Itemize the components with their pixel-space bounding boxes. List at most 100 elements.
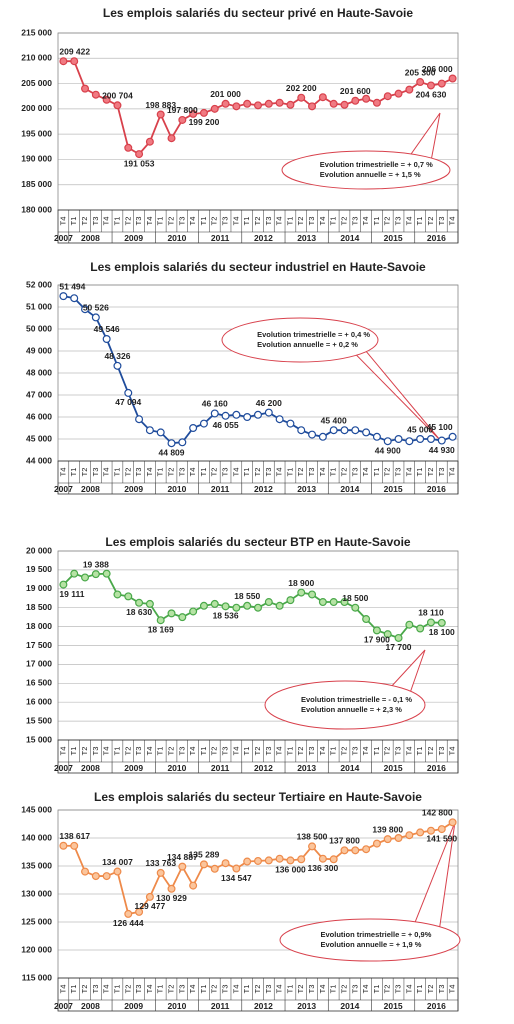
x-tick-label: T3 — [307, 217, 316, 226]
data-point — [405, 620, 414, 629]
x-tick-label: T4 — [145, 747, 154, 756]
data-label: 44 900 — [375, 445, 401, 455]
x-group-label: 2010 — [167, 1001, 186, 1011]
data-point — [189, 424, 198, 433]
data-label: 18 500 — [342, 593, 368, 603]
data-point — [232, 102, 241, 111]
y-tick-label: 190 000 — [21, 154, 52, 164]
x-group-label: 2007 — [54, 233, 73, 243]
x-group-label: 2016 — [427, 484, 446, 494]
x-tick-label: T2 — [253, 985, 262, 994]
x-tick-label: T3 — [177, 985, 186, 994]
x-tick-label: T2 — [253, 217, 262, 226]
x-group-label: 2007 — [54, 763, 73, 773]
x-tick-label: T2 — [123, 985, 132, 994]
data-point — [91, 570, 100, 579]
x-tick-label: T3 — [177, 217, 186, 226]
x-tick-label: T1 — [329, 747, 338, 756]
x-group-label: 2008 — [81, 233, 100, 243]
data-point — [275, 601, 284, 610]
x-tick-label: T4 — [275, 985, 284, 994]
data-point — [437, 618, 446, 627]
x-tick-label: T2 — [296, 747, 305, 756]
data-point — [124, 592, 133, 601]
data-label: 19 388 — [83, 559, 109, 569]
x-tick-label: T4 — [448, 217, 457, 226]
x-group-label: 2008 — [81, 484, 100, 494]
x-tick-label: T2 — [339, 468, 348, 477]
data-label: 47 094 — [115, 397, 141, 407]
x-tick-label: T1 — [372, 985, 381, 994]
data-point — [275, 854, 284, 863]
x-tick-label: T3 — [350, 747, 359, 756]
x-group-label: 2016 — [427, 233, 446, 243]
data-label: 135 289 — [189, 850, 220, 860]
x-tick-label: T2 — [80, 217, 89, 226]
data-point — [254, 410, 263, 419]
y-tick-label: 195 000 — [21, 128, 52, 138]
y-tick-label: 125 000 — [21, 916, 52, 926]
x-tick-label: T1 — [69, 217, 78, 226]
x-tick-label: T1 — [69, 985, 78, 994]
data-point — [124, 143, 133, 152]
data-point — [329, 99, 338, 108]
data-point — [178, 613, 187, 622]
x-tick-label: T2 — [210, 217, 219, 226]
x-tick-label: T2 — [123, 468, 132, 477]
data-point — [448, 818, 457, 827]
x-tick-label: T1 — [415, 468, 424, 477]
data-label: 130 929 — [156, 893, 187, 903]
y-tick-label: 16 500 — [26, 678, 52, 688]
data-point — [340, 598, 349, 607]
x-tick-label: T4 — [361, 468, 370, 477]
x-group-label: 2013 — [297, 1001, 316, 1011]
data-label: 18 169 — [148, 624, 174, 634]
annotation: Evolution trimestrielle = + 0,9% — [321, 930, 432, 939]
x-tick-label: T1 — [285, 985, 294, 994]
y-tick-label: 45 000 — [26, 433, 52, 443]
data-point — [264, 408, 273, 417]
data-point — [135, 415, 144, 424]
x-group-label: 2010 — [167, 233, 186, 243]
annotation: Evolution annuelle = + 2,3 % — [301, 705, 402, 714]
data-line — [62, 572, 442, 639]
data-point — [275, 415, 284, 424]
data-point — [416, 78, 425, 87]
data-point — [383, 92, 392, 101]
y-tick-label: 120 000 — [21, 944, 52, 954]
data-label: 50 526 — [83, 303, 109, 313]
x-tick-label: T3 — [350, 985, 359, 994]
annotation: Evolution trimestrielle = - 0,1 % — [301, 695, 412, 704]
x-tick-label: T4 — [102, 468, 111, 477]
data-point — [81, 867, 90, 876]
x-tick-label: T3 — [394, 217, 403, 226]
x-tick-label: T1 — [242, 985, 251, 994]
y-tick-label: 115 000 — [22, 972, 53, 982]
data-label: 200 704 — [102, 91, 133, 101]
data-point — [340, 846, 349, 855]
chart-title: Les emplois salariés du secteur BTP en H… — [105, 535, 411, 549]
x-tick-label: T1 — [199, 985, 208, 994]
data-label: 134 547 — [221, 873, 252, 883]
x-tick-label: T3 — [437, 747, 446, 756]
x-tick-label: T3 — [394, 468, 403, 477]
data-label: 45 000 — [407, 424, 433, 434]
data-label: 204 630 — [416, 90, 447, 100]
x-tick-label: T4 — [361, 985, 370, 994]
x-tick-label: T4 — [404, 747, 413, 756]
data-point — [59, 57, 68, 66]
data-point — [426, 826, 435, 835]
data-point — [318, 598, 327, 607]
x-tick-label: T3 — [134, 985, 143, 994]
data-point — [394, 633, 403, 642]
data-label: 46 160 — [202, 399, 228, 409]
data-point — [329, 426, 338, 435]
data-point — [362, 428, 371, 437]
data-point — [189, 881, 198, 890]
x-group-label: 2009 — [124, 763, 143, 773]
data-point — [405, 831, 414, 840]
data-point — [59, 580, 68, 589]
data-label: 198 883 — [145, 100, 176, 110]
data-point — [243, 99, 252, 108]
data-point — [264, 598, 273, 607]
